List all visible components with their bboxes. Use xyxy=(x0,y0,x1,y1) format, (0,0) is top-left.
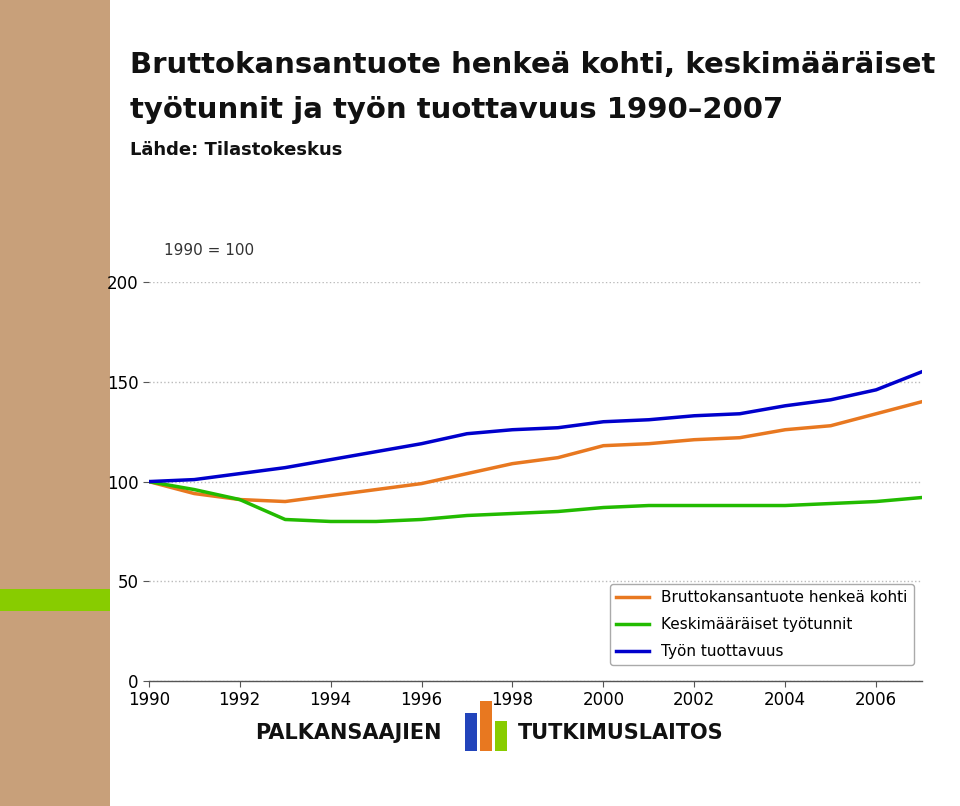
Legend: Bruttokansantuote henkeä kohti, Keskimääräiset työtunnit, Työn tuottavuus: Bruttokansantuote henkeä kohti, Keskimää… xyxy=(610,584,914,666)
Text: Bruttokansantuote henkeä kohti, keskimääräiset: Bruttokansantuote henkeä kohti, keskimää… xyxy=(130,51,935,79)
Text: PALKANSAAJIEN: PALKANSAAJIEN xyxy=(255,723,442,743)
Text: työtunnit ja työn tuottavuus 1990–2007: työtunnit ja työn tuottavuus 1990–2007 xyxy=(130,96,783,124)
Bar xyxy=(0,589,110,611)
Text: 1990 = 100: 1990 = 100 xyxy=(164,243,254,258)
Bar xyxy=(480,701,492,751)
Text: TUTKIMUSLAITOS: TUTKIMUSLAITOS xyxy=(518,723,724,743)
Bar xyxy=(465,713,477,751)
Bar xyxy=(495,721,507,751)
Text: Lähde: Tilastokeskus: Lähde: Tilastokeskus xyxy=(130,141,343,159)
Bar xyxy=(0,0,110,806)
